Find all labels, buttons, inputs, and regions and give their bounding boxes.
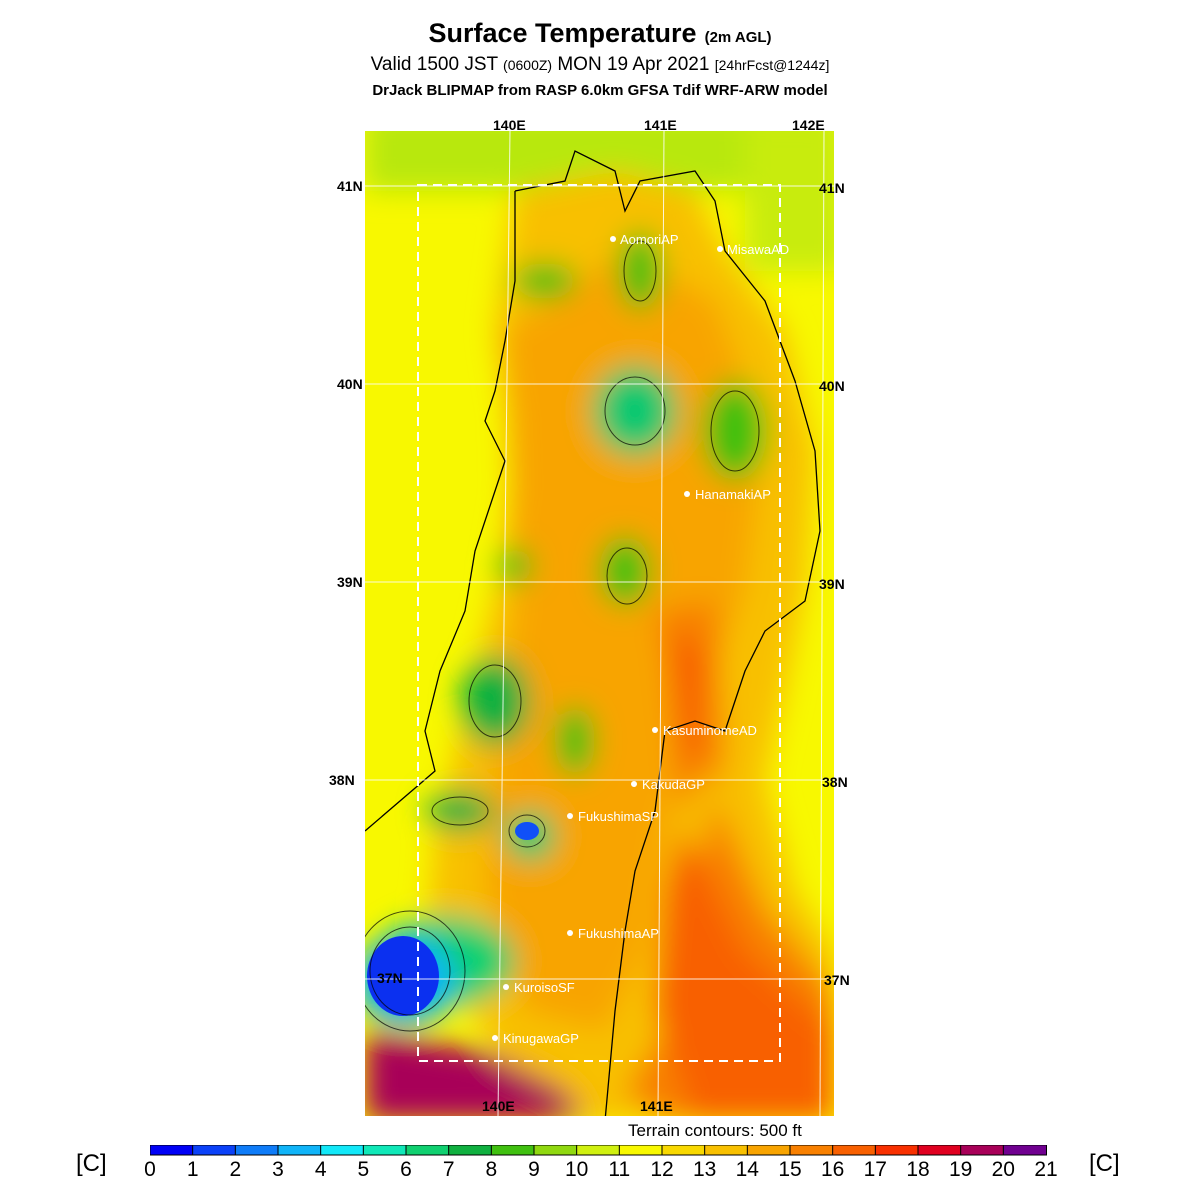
- legend-swatch: [234, 1145, 279, 1156]
- legend-swatch: [490, 1145, 535, 1156]
- lon-label-bottom: 141E: [640, 1098, 673, 1114]
- lat-label-right: 37N: [824, 972, 850, 988]
- map-canvas: AomoriAP MisawaAD HanamakiAP KasuminomeA…: [365, 131, 834, 1116]
- station-dot: [631, 781, 637, 787]
- legend-swatch: [277, 1145, 322, 1156]
- station-label: KinugawaGP: [503, 1031, 579, 1046]
- terrain-note: Terrain contours: 500 ft: [628, 1121, 802, 1140]
- legend-tick-label: 13: [693, 1158, 717, 1181]
- stations: AomoriAP MisawaAD HanamakiAP KasuminomeA…: [492, 232, 789, 1046]
- legend-swatch: [362, 1145, 407, 1156]
- legend-swatch: [576, 1145, 621, 1156]
- station-label: MisawaAD: [727, 242, 789, 257]
- model-line: DrJack BLIPMAP from RASP 6.0km GFSA Tdif…: [372, 82, 828, 99]
- legend-swatch: [874, 1145, 920, 1156]
- valid-prefix: Valid 1500 JST: [370, 54, 498, 75]
- legend-swatch: [150, 1145, 194, 1156]
- legend-tick-label: 7: [442, 1158, 455, 1181]
- station-dot: [567, 813, 573, 819]
- legend-tick-label: 15: [778, 1158, 802, 1181]
- legend-swatch: [192, 1145, 237, 1156]
- legend-tick-label: 21: [1034, 1158, 1058, 1181]
- legend-swatch: [1002, 1145, 1048, 1156]
- lat-label-right: 40N: [819, 378, 845, 394]
- legend-tick-label: 9: [528, 1158, 540, 1181]
- legend-tick-label: 2: [229, 1158, 242, 1181]
- valid-time-line: Valid 1500 JST (0600Z) MON 19 Apr 2021 […: [0, 54, 1200, 76]
- forecast-info: [24hrFcst@1244z]: [714, 57, 830, 73]
- legend-tick-label: 8: [485, 1158, 498, 1181]
- legend-swatch: [704, 1145, 749, 1156]
- legend-tick-label: 6: [400, 1158, 412, 1181]
- station-dot: [610, 236, 616, 242]
- chart-title-sub: (2m AGL): [704, 29, 772, 46]
- lat-label-left: 37N: [377, 970, 403, 986]
- legend-tick-label: 19: [949, 1158, 973, 1181]
- legend-unit-left: [C]: [76, 1150, 107, 1177]
- lon-label-bottom: 140E: [482, 1098, 515, 1114]
- legend-tick-label: 20: [991, 1158, 1015, 1181]
- lon-label-top: 140E: [493, 117, 526, 133]
- temperature-field: [365, 131, 834, 1116]
- station-dot: [492, 1035, 498, 1041]
- terrain-contours: [365, 240, 760, 1032]
- station-dot: [567, 930, 573, 936]
- legend-colorbar: [150, 1145, 1048, 1156]
- lon-label-top: 141E: [644, 117, 677, 133]
- cold-core: [367, 936, 439, 1016]
- legend-tick-label: 12: [650, 1158, 674, 1181]
- legend-tick-label: 4: [314, 1158, 327, 1181]
- lat-label-left: 39N: [337, 574, 363, 590]
- legend-tick-label: 18: [906, 1158, 930, 1181]
- legend-tick-label: 11: [608, 1158, 631, 1181]
- lat-label-right: 38N: [822, 774, 848, 790]
- legend-tick-label: 17: [863, 1158, 887, 1181]
- legend-tick-label: 3: [272, 1158, 284, 1181]
- valid-zulu: (0600Z): [503, 57, 553, 73]
- lat-label-right: 39N: [819, 576, 845, 592]
- legend-swatch: [661, 1145, 706, 1156]
- coastline: [365, 150, 821, 1116]
- legend-tick-label: 14: [735, 1158, 759, 1181]
- legend-tick-label: 1: [186, 1158, 199, 1181]
- station-dot: [684, 491, 690, 497]
- chart-title: Surface Temperature: [428, 18, 697, 48]
- lat-label-left: 41N: [337, 178, 363, 194]
- station-label: FukushimaAP: [578, 926, 659, 941]
- station-label: FukushimaSP: [578, 809, 659, 824]
- legend-swatch: [960, 1145, 1005, 1156]
- lat-label-left: 38N: [329, 772, 355, 788]
- station-label: KasuminomeAD: [663, 723, 757, 738]
- station-label: KuroisoSF: [514, 980, 575, 995]
- lat-label-left: 40N: [337, 376, 363, 392]
- domain-box: [417, 184, 781, 1062]
- legend-swatch: [533, 1145, 578, 1156]
- station-dot: [717, 246, 723, 252]
- legend-swatch: [789, 1145, 834, 1156]
- legend-tick-label: 5: [357, 1158, 370, 1181]
- legend-swatch: [832, 1145, 877, 1156]
- chart-title-line: Surface Temperature (2m AGL): [0, 18, 1200, 49]
- legend-swatch: [320, 1145, 365, 1156]
- legend-unit-right: [C]: [1089, 1150, 1120, 1177]
- legend-tick-label: 16: [821, 1158, 845, 1181]
- temperature-map: AomoriAP MisawaAD HanamakiAP KasuminomeA…: [365, 131, 834, 1116]
- legend-swatch: [405, 1145, 450, 1156]
- lon-label-top: 142E: [792, 117, 825, 133]
- station-dot: [503, 984, 509, 990]
- valid-date: MON 19 Apr 2021: [557, 54, 710, 75]
- graticule: [365, 131, 834, 1116]
- station-label: AomoriAP: [620, 232, 679, 247]
- legend-swatch: [448, 1145, 493, 1156]
- cold-spot: [515, 822, 539, 840]
- station-dot: [652, 727, 658, 733]
- legend-tick-label: 10: [565, 1158, 589, 1181]
- legend-swatch: [618, 1145, 663, 1156]
- lat-label-right: 41N: [819, 180, 845, 196]
- station-label: KakudaGP: [642, 777, 705, 792]
- legend-swatch: [746, 1145, 792, 1156]
- station-label: HanamakiAP: [695, 487, 771, 502]
- legend-tick-label: 0: [144, 1158, 156, 1181]
- legend-swatch: [917, 1145, 962, 1156]
